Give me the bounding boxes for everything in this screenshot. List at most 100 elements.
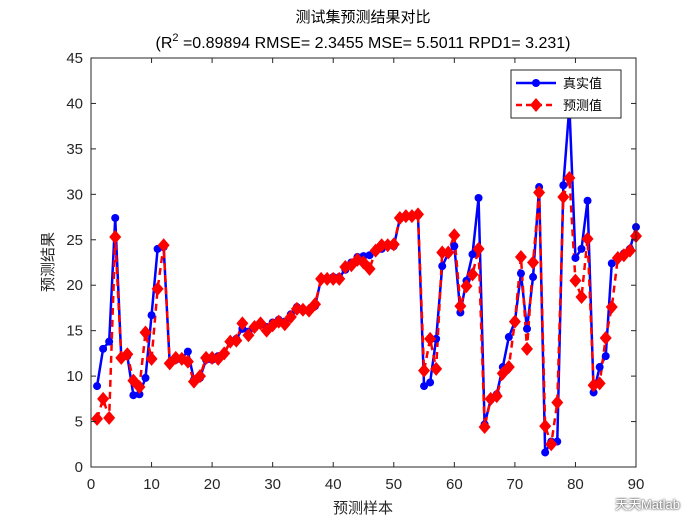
- data-point-pred: [139, 325, 152, 340]
- x-tick-label: 0: [87, 476, 95, 493]
- data-point-pred: [563, 170, 576, 185]
- data-point-pred: [399, 209, 412, 224]
- x-axis-label: 预测样本: [333, 499, 393, 517]
- data-point-pred: [309, 297, 322, 312]
- data-point-pred: [200, 350, 213, 365]
- data-point-pred: [424, 331, 437, 346]
- data-point-true: [450, 242, 459, 251]
- data-point-pred: [103, 410, 116, 425]
- x-tick-label: 70: [507, 476, 524, 493]
- data-point-pred: [605, 300, 618, 315]
- series-layer: [91, 102, 642, 457]
- data-point-pred: [375, 238, 388, 253]
- data-point-pred: [527, 255, 540, 270]
- x-tick-label: 80: [567, 476, 584, 493]
- y-tick-label: 10: [66, 368, 83, 385]
- data-point-pred: [436, 245, 449, 260]
- data-point-pred: [448, 228, 461, 243]
- legend-box: [510, 69, 622, 119]
- data-point-true: [504, 333, 513, 342]
- data-point-pred: [623, 243, 636, 258]
- data-point-true: [583, 196, 592, 205]
- data-point-pred: [442, 245, 455, 260]
- data-point-pred: [508, 314, 521, 329]
- data-point-pred: [551, 395, 564, 410]
- legend-label-true: 真实值: [563, 76, 602, 92]
- data-point-pred: [327, 271, 340, 286]
- data-point-pred: [569, 273, 582, 288]
- chart-subtitle: (R2 =0.89894 RMSE= 2.3455 MSE= 5.5011 RP…: [156, 32, 571, 52]
- data-point-pred: [254, 316, 267, 331]
- chart-title: 测试集预测结果对比: [295, 8, 430, 26]
- data-point-pred: [418, 363, 431, 378]
- y-tick-label: 35: [66, 141, 83, 158]
- y-tick-label: 15: [66, 323, 83, 340]
- data-point-true: [183, 347, 192, 356]
- data-point-true: [589, 388, 598, 397]
- data-point-true: [99, 344, 108, 353]
- x-tick-label: 50: [385, 476, 402, 493]
- data-point-true: [365, 251, 374, 260]
- data-point-true: [541, 448, 550, 457]
- data-point-pred: [230, 333, 243, 348]
- data-point-pred: [514, 250, 527, 265]
- watermark: 天天Matlab: [614, 497, 680, 512]
- data-point-pred: [460, 279, 473, 294]
- data-point-pred: [611, 250, 624, 265]
- data-point-true: [141, 373, 150, 382]
- x-tick-label: 20: [204, 476, 221, 493]
- data-point-pred: [412, 207, 424, 222]
- data-point-pred: [91, 411, 104, 426]
- subtitle-prefix: (R: [156, 35, 173, 52]
- data-point-true: [129, 391, 138, 400]
- data-point-true: [147, 311, 156, 320]
- data-point-pred: [242, 328, 255, 343]
- data-point-pred: [333, 271, 346, 286]
- x-tick-label: 40: [325, 476, 342, 493]
- y-tick-label: 0: [75, 459, 83, 476]
- legend-marker-pred: [530, 98, 542, 112]
- data-point-pred: [194, 369, 206, 384]
- y-tick-label: 30: [66, 186, 83, 203]
- data-point-pred: [575, 290, 588, 305]
- data-point-pred: [430, 361, 443, 376]
- x-tick-label: 60: [446, 476, 463, 493]
- data-point-pred: [599, 330, 612, 345]
- data-point-pred: [539, 419, 552, 434]
- data-point-pred: [181, 354, 194, 369]
- data-point-true: [601, 352, 610, 361]
- data-point-true: [529, 273, 538, 282]
- data-point-pred: [533, 185, 546, 200]
- data-point-pred: [502, 360, 515, 375]
- data-point-true: [111, 213, 120, 222]
- data-point-pred: [490, 389, 503, 404]
- ticks-layer: 0 10 20 30 40 50 60 70 80 90 0 5 10 15 20 25 30 35 40 45: [66, 50, 644, 493]
- data-point-true: [135, 390, 144, 399]
- data-point-true: [523, 324, 531, 333]
- axes-box: [90, 57, 637, 468]
- data-point-true: [93, 382, 102, 391]
- legend-marker-true: [532, 79, 540, 87]
- data-point-pred: [521, 341, 533, 356]
- data-point-pred: [157, 238, 170, 253]
- data-point-true: [438, 262, 447, 271]
- data-point-pred: [387, 237, 400, 252]
- data-point-true: [607, 259, 616, 268]
- data-point-pred: [133, 380, 146, 395]
- data-point-true: [105, 337, 114, 346]
- legend-label-pred: 预测值: [563, 98, 602, 114]
- data-point-pred: [121, 347, 134, 362]
- y-tick-label: 40: [66, 95, 83, 112]
- data-point-true: [577, 244, 586, 253]
- data-point-pred: [145, 351, 158, 366]
- data-point-true: [571, 253, 580, 262]
- data-point-pred: [321, 271, 334, 286]
- data-point-pred: [454, 299, 467, 314]
- data-point-true: [595, 363, 604, 372]
- x-tick-label: 90: [628, 476, 645, 493]
- data-point-pred: [478, 420, 491, 435]
- data-point-pred: [472, 241, 485, 256]
- data-point-pred: [581, 231, 594, 246]
- data-point-true: [426, 378, 435, 387]
